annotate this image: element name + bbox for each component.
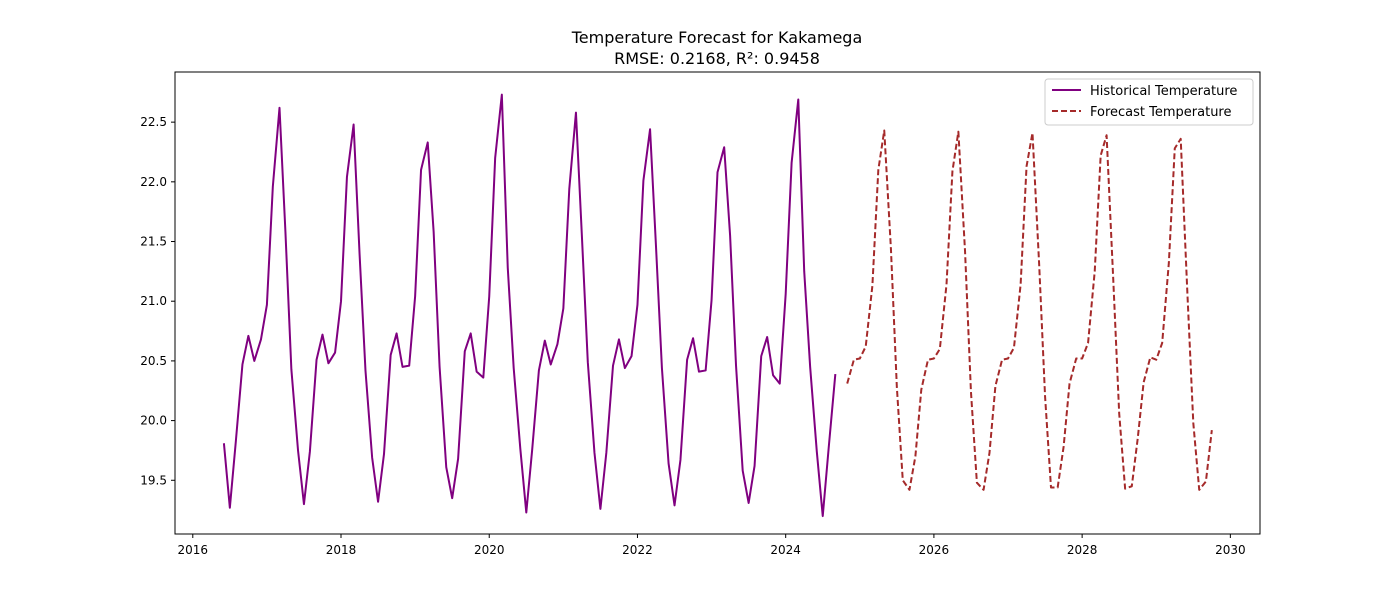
y-tick-label: 22.0 [140, 175, 167, 189]
y-tick-label: 20.5 [140, 354, 167, 368]
x-tick-label: 2022 [622, 543, 653, 557]
plot-frame [174, 71, 1261, 535]
x-tick-label: 2018 [326, 543, 357, 557]
series-layer [222, 93, 1213, 518]
x-tick-label: 2026 [919, 543, 950, 557]
y-tick-label: 19.5 [140, 473, 167, 487]
y-tick-label: 20.0 [140, 414, 167, 428]
x-tick-label: 2030 [1215, 543, 1246, 557]
x-tick-label: 2020 [474, 543, 505, 557]
chart-subtitle: RMSE: 0.2168, R²: 0.9458 [614, 49, 820, 68]
y-tick-label: 21.5 [140, 235, 167, 249]
y-axis: 19.5 20.0 20.5 21.0 21.5 22.0 22.5 [140, 115, 175, 487]
x-tick-label: 2016 [178, 543, 209, 557]
y-tick-label: 22.5 [140, 115, 167, 129]
y-tick-label: 21.0 [140, 294, 167, 308]
x-tick-label: 2024 [770, 543, 801, 557]
legend-label-historical: Historical Temperature [1090, 84, 1237, 99]
legend: Historical Temperature Forecast Temperat… [1044, 78, 1254, 126]
x-tick-label: 2028 [1067, 543, 1098, 557]
legend-label-forecast: Forecast Temperature [1090, 105, 1232, 120]
x-axis: 2016 2018 2020 2022 2024 2026 2028 2030 [178, 534, 1246, 557]
legend-box [1044, 78, 1254, 126]
series-historical-line [222, 93, 837, 518]
chart-title: Temperature Forecast for Kakamega [571, 28, 863, 47]
series-forecast-line [846, 129, 1213, 491]
